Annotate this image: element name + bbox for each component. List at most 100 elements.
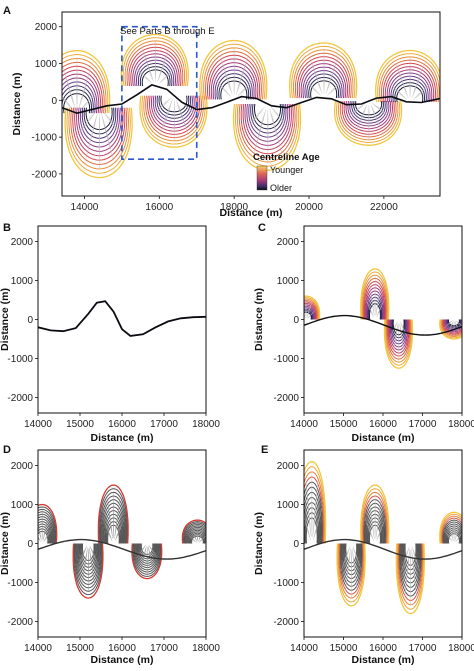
loop-rib-a-0-0-1: [80, 103, 88, 111]
frame-b: [37, 225, 207, 414]
legend-colorbar: [256, 165, 268, 191]
loop-rib-a-0-9-4: [62, 65, 73, 100]
loop-rib-d-1-0-5: [83, 545, 88, 553]
loop-c-1-line-10: [384, 319, 413, 366]
plot-area-b: [38, 300, 206, 337]
legend-older-label: Older: [270, 183, 292, 193]
loop-a-2-line-10: [122, 37, 187, 87]
loop-rib-a-0-9-2: [81, 65, 92, 100]
loop-rib-a-8-0-5: [399, 93, 407, 100]
xtick-label-a-1: 16000: [145, 202, 173, 213]
loop-rib-a-2-9-5: [130, 63, 149, 80]
loop-rib-d-3-0-1: [43, 537, 48, 542]
loop-rib-c-2-3-5: [304, 317, 305, 318]
loop-rib-d-4-9-2: [199, 525, 205, 539]
loop-rib-a-0-3-5: [62, 97, 73, 109]
loop-rib-a-2-9-1: [162, 63, 181, 80]
xtick-label-c-3: 17000: [409, 419, 437, 430]
loop-rib-a-3-9-4: [159, 107, 171, 135]
plot-area-c: [304, 268, 462, 369]
loop-rib-a-0-0-2: [78, 96, 84, 109]
loop-rib-a-6-9-2: [328, 56, 339, 86]
loop-rib-a-4-0-5: [223, 90, 232, 97]
loop-a-1-line-9: [68, 107, 130, 170]
loop-c-2-line-11: [304, 295, 321, 320]
xlabel-d: Distance (m): [90, 654, 153, 666]
loop-rib-a-6-0-5: [313, 89, 321, 96]
loop-rib-d-4-0-5: [192, 539, 197, 543]
loop-rib-a-6-0-1: [327, 89, 335, 96]
ylabel-d: Distance (m): [0, 512, 11, 575]
loop-a-5-line-11: [232, 103, 302, 171]
loop-rib-e-3-9-2: [313, 481, 318, 525]
loop-rib-a-8-9-5: [385, 79, 403, 96]
loop-rib-c-0-9-1: [377, 297, 386, 313]
loop-c-0-line-10: [361, 271, 389, 320]
loop-rib-d-1-9-5: [77, 550, 86, 568]
loop-rib-a-1-3-5: [83, 112, 95, 126]
loop-rib-a-0-0-4: [70, 96, 76, 109]
loop-rib-c-0-9-4: [369, 281, 374, 309]
loop-rib-d-2-9-1: [150, 547, 159, 559]
loop-rib-a-3-9-2: [178, 107, 189, 135]
loop-rib-a-8-3-5: [394, 88, 406, 99]
panel-a: 14000 16000 18000 20000 22000 2000 1000 0 -1000 -…: [11, 11, 441, 219]
legend-younger-label: Younger: [270, 165, 303, 175]
highlight-box: [121, 25, 198, 160]
xtick-label-e-4: 18000: [448, 643, 474, 654]
loop-a-6-line-11: [289, 42, 358, 99]
loop-rib-a-4-3-5: [218, 84, 230, 96]
loop-e-3-line-9: [304, 471, 325, 544]
panel-c: 14000 15000 16000 17000 18000 2000 1000 0 -1000 -…: [253, 225, 474, 444]
loop-rib-a-1-6-5: [79, 114, 94, 132]
ytick-label-e-2: 0: [293, 539, 299, 550]
ytick-label-b-2: 0: [27, 315, 33, 326]
loop-rib-e-0-9-1: [377, 517, 386, 536]
loop-rib-c-0-0-1: [376, 311, 380, 318]
loop-e-4-line-11: [439, 511, 462, 544]
loop-rib-a-1-9-2: [103, 123, 114, 161]
loop-rib-a-4-3-2: [236, 73, 244, 92]
loop-rib-a-4-9-1: [241, 73, 259, 92]
loop-rib-a-6-9-4: [309, 56, 320, 86]
ytick-label-d-2: 0: [27, 539, 33, 550]
loop-a-3-line-10: [141, 95, 206, 145]
loop-a-0-line-10: [62, 53, 109, 114]
loop-rib-c-2-0-1: [307, 315, 311, 319]
loop-e-2-line-9: [397, 543, 424, 606]
loop-rib-c-0-9-2: [376, 281, 382, 309]
loop-d-1-line-10: [73, 543, 103, 596]
loop-c-0-line-11: [360, 268, 390, 320]
ylabel-e: Distance (m): [253, 512, 265, 575]
xtick-label-e-3: 17000: [409, 643, 437, 654]
legend: Centreline Age Younger Older: [253, 152, 320, 193]
legend-title: Centreline Age: [253, 152, 320, 163]
loop-rib-a-1-9-5: [74, 116, 93, 139]
loop-rib-e-4-9-2: [455, 519, 461, 537]
xtick-label-c-2: 16000: [369, 419, 397, 430]
loop-rib-e-2-9-4: [404, 559, 410, 597]
loop-rib-a-6-3-5: [308, 84, 320, 95]
loop-rib-a-4-0-2: [235, 83, 241, 95]
loop-rib-d-3-9-2: [43, 513, 49, 535]
loop-d-2-line-11: [131, 543, 163, 580]
loop-e-2-line-10: [396, 543, 424, 610]
loop-rib-a-7-9-4: [354, 111, 365, 135]
loop-rib-a-1-3-2: [101, 116, 109, 139]
loop-c-3-line-10: [440, 319, 462, 339]
loop-rib-d-2-9-5: [136, 547, 145, 559]
loop-rib-a-2-9-4: [141, 46, 152, 75]
loop-rib-e-2-0-1: [411, 546, 416, 555]
ytick-label-a-3: -1000: [31, 133, 57, 144]
loop-rib-a-2-0-2: [157, 71, 162, 82]
loop-rib-c-2-9-2: [307, 301, 313, 315]
loop-rib-a-0-0-5: [66, 103, 74, 111]
loop-rib-a-5-0-2: [269, 109, 275, 122]
loop-rib-a-7-3-5: [353, 104, 365, 113]
loop-rib-a-7-3-1: [373, 104, 385, 113]
loop-rib-a-5-3-2: [270, 112, 277, 133]
loop-rib-d-4-9-1: [200, 535, 206, 541]
centreline-b: [38, 300, 206, 337]
loop-rib-a-7-0-4: [362, 104, 368, 114]
